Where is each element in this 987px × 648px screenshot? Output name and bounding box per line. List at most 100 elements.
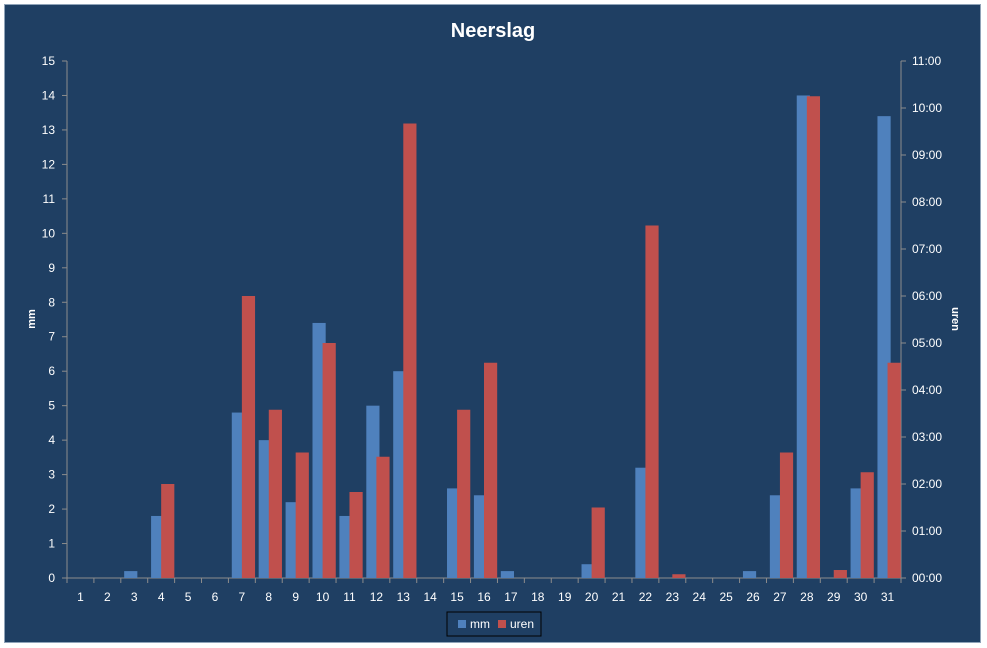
x-tick-label: 28	[800, 590, 814, 604]
bar-uren-15	[457, 409, 471, 578]
bar-mm-3	[124, 571, 138, 578]
y-tick-label-left: 0	[48, 571, 55, 585]
tick-labels: 012345678910111213141500:0001:0002:0003:…	[42, 54, 943, 604]
y-tick-label-right: 09:00	[912, 148, 942, 162]
bar-uren-11	[349, 491, 363, 578]
y-tick-label-left: 13	[42, 123, 56, 137]
x-tick-label: 22	[639, 590, 653, 604]
x-tick-label: 25	[719, 590, 733, 604]
bar-uren-16	[484, 362, 498, 578]
x-tick-label: 15	[450, 590, 464, 604]
bar-uren-20	[591, 507, 605, 578]
y-tick-label-left: 8	[48, 295, 55, 309]
y-tick-label-left: 11	[43, 192, 56, 206]
legend: mm uren	[446, 611, 542, 637]
bar-mm-7	[231, 412, 245, 578]
y-tick-label-left: 12	[42, 157, 56, 171]
bar-uren-7	[241, 296, 256, 578]
y-tick-label-left: 6	[48, 364, 55, 378]
bar-mm-26	[742, 571, 757, 578]
x-tick-label: 18	[531, 590, 545, 604]
x-tick-label: 1	[77, 590, 84, 604]
y-tick-label-right: 04:00	[912, 383, 942, 397]
bar-uren-4	[161, 484, 175, 578]
x-tick-label: 11	[343, 590, 356, 604]
x-tick-label: 26	[746, 590, 760, 604]
bar-mm-30	[850, 488, 864, 578]
x-tick-label: 12	[370, 590, 384, 604]
x-tick-label: 7	[239, 590, 246, 604]
y-tick-label-left: 4	[48, 433, 55, 447]
x-tick-label: 2	[104, 590, 111, 604]
bar-mm-27	[769, 495, 784, 578]
y-tick-label-right: 08:00	[912, 195, 942, 209]
bar-uren-30	[860, 472, 874, 578]
y-tick-label-right: 07:00	[912, 242, 942, 256]
bar-mm-8	[258, 440, 272, 578]
x-tick-label: 23	[666, 590, 680, 604]
x-tick-label: 30	[854, 590, 868, 604]
x-tick-label: 27	[773, 590, 787, 604]
y-tick-label-right: 10:00	[912, 101, 942, 115]
y-tick-label-left: 3	[48, 468, 55, 482]
y-tick-label-right: 05:00	[912, 336, 942, 350]
y-tick-label-left: 9	[48, 261, 55, 275]
y-tick-label-right: 06:00	[912, 289, 942, 303]
y-axis-title-right: uren	[949, 307, 961, 331]
x-tick-label: 4	[158, 590, 165, 604]
bar-mm-10	[312, 322, 326, 578]
bar-mm-20	[581, 564, 595, 578]
legend-swatch-uren	[498, 620, 506, 628]
bar-mm-15	[447, 488, 461, 578]
bar-uren-9	[295, 452, 309, 578]
y-tick-label-right: 01:00	[912, 524, 942, 538]
y-tick-label-left: 7	[48, 330, 55, 344]
bar-uren-10	[322, 343, 336, 578]
legend-box	[446, 611, 542, 637]
y-tick-label-left: 14	[42, 88, 56, 102]
bar-mm-11	[339, 515, 353, 578]
x-tick-label: 13	[397, 590, 411, 604]
bar-mm-4	[151, 515, 165, 578]
x-tick-label: 31	[881, 590, 895, 604]
x-tick-label: 17	[504, 590, 518, 604]
x-tick-label: 16	[477, 590, 491, 604]
x-tick-label: 5	[185, 590, 192, 604]
y-tick-label-left: 15	[42, 54, 56, 68]
legend-swatch-mm	[458, 620, 466, 628]
x-tick-label: 9	[292, 590, 299, 604]
chart-title: Neerslag	[451, 20, 536, 42]
bars	[124, 95, 901, 578]
bar-mm-22	[635, 467, 649, 578]
x-tick-label: 29	[827, 590, 841, 604]
bar-uren-23	[672, 574, 686, 578]
x-tick-label: 14	[424, 590, 438, 604]
bar-uren-31	[887, 362, 901, 578]
x-tick-label: 3	[131, 590, 138, 604]
bar-mm-28	[796, 95, 810, 578]
x-tick-label: 21	[612, 590, 626, 604]
y-tick-label-right: 02:00	[912, 477, 942, 491]
bar-mm-9	[285, 502, 299, 578]
x-tick-label: 24	[693, 590, 707, 604]
x-tick-label: 10	[316, 590, 330, 604]
bar-uren-13	[403, 123, 417, 578]
bar-uren-27	[779, 452, 794, 578]
legend-label-uren: uren	[510, 617, 534, 631]
x-tick-label: 6	[212, 590, 219, 604]
x-tick-label: 20	[585, 590, 599, 604]
x-tick-label: 19	[558, 590, 572, 604]
bar-mm-16	[473, 495, 488, 578]
bar-uren-8	[268, 409, 282, 578]
y-tick-label-right: 11:00	[912, 54, 941, 68]
bar-mm-12	[366, 405, 380, 578]
bar-mm-31	[877, 116, 891, 578]
y-tick-label-left: 5	[48, 399, 55, 413]
y-tick-label-left: 1	[48, 537, 55, 551]
bar-mm-17	[500, 571, 514, 578]
y-tick-label-right: 03:00	[912, 430, 942, 444]
bar-uren-29	[833, 570, 847, 578]
y-tick-label-left: 2	[48, 502, 55, 516]
y-tick-label-right: 00:00	[912, 571, 942, 585]
